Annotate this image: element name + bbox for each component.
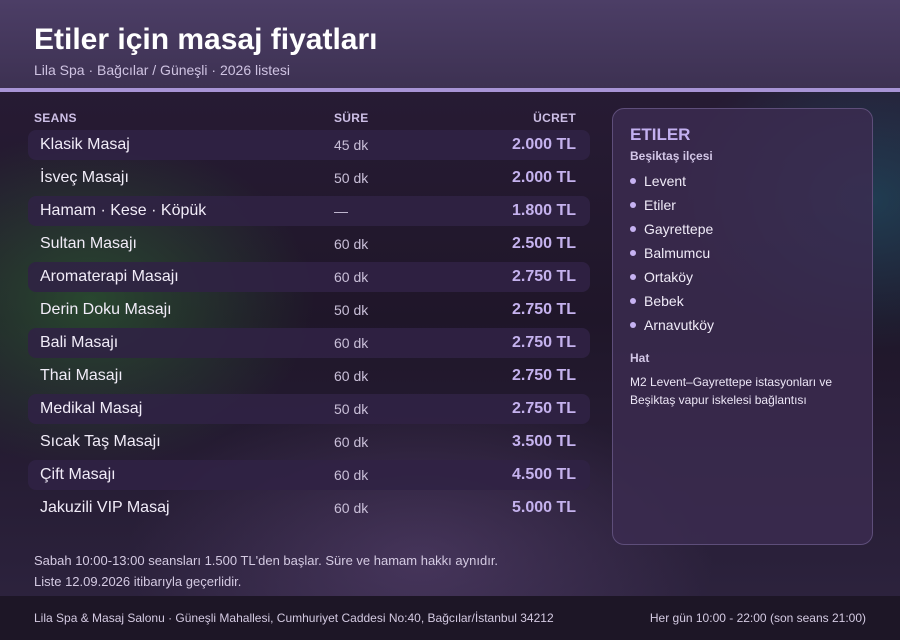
district-name: Beşiktaş ilçesi (630, 149, 713, 163)
neighborhood-item: Arnavutköy (630, 313, 855, 337)
neighborhood-label: Bebek (644, 293, 684, 309)
service-price: 2.750 TL (511, 268, 576, 285)
table-row: Çift Masajı 60 dk 4.500 TL (28, 460, 590, 490)
service-name: Çift Masajı (40, 466, 116, 483)
service-duration: 60 dk (334, 368, 369, 384)
bullet-icon (630, 202, 636, 208)
service-price: 2.750 TL (511, 367, 576, 384)
bullet-icon (630, 322, 636, 328)
service-name: Medikal Masaj (40, 400, 143, 417)
service-price: 3.500 TL (511, 433, 576, 450)
bullet-icon (630, 250, 636, 256)
service-name: Hamam · Kese · Köpük (40, 202, 207, 219)
neighborhood-label: Etiler (644, 197, 676, 213)
service-price: 4.500 TL (511, 466, 576, 483)
service-price: 2.750 TL (511, 301, 576, 318)
service-duration: 60 dk (334, 335, 369, 351)
neighborhood-label: Levent (644, 173, 687, 189)
service-price: 2.000 TL (511, 169, 576, 186)
neighborhood-item: Ortaköy (630, 265, 855, 289)
service-duration: 60 dk (334, 269, 369, 285)
service-price: 2.500 TL (511, 235, 576, 252)
table-row: Sultan Masajı 60 dk 2.500 TL (28, 229, 590, 259)
service-duration: 60 dk (334, 467, 369, 483)
service-name: Thai Masajı (40, 367, 123, 384)
service-name: Sıcak Taş Masajı (40, 433, 161, 450)
service-price: 5.000 TL (511, 499, 576, 516)
table-row: Aromaterapi Masajı 60 dk 2.750 TL (28, 262, 590, 292)
neighborhood-item: Bebek (630, 289, 855, 313)
service-name: Sultan Masajı (40, 235, 137, 252)
price-table: SEANS SÜRE ÜCRET Klasik Masaj 45 dk 2.000 … (28, 106, 590, 526)
price-notes: Sabah 10:00-13:00 seansları 1.500 TL'den… (34, 550, 594, 592)
neighborhood-item: Levent (630, 169, 855, 193)
header-divider (0, 88, 900, 92)
neighborhood-label: Arnavutköy (644, 317, 715, 333)
service-price: 1.800 TL (511, 202, 576, 219)
neighborhood-label: Gayrettepe (644, 221, 714, 237)
note-line: Liste 12.09.2026 itibarıyla geçerlidir. (34, 574, 242, 589)
service-duration: 60 dk (334, 500, 369, 516)
table-row: Sıcak Taş Masajı 60 dk 3.500 TL (28, 427, 590, 457)
neighborhood-item: Balmumcu (630, 241, 855, 265)
table-body: Klasik Masaj 45 dk 2.000 TL İsveç Masajı 50 … (28, 130, 590, 523)
transit-text: M2 Levent–Gayrettepe istasyonları ve Beş… (630, 375, 833, 407)
service-duration: — (334, 203, 348, 219)
bullet-icon (630, 226, 636, 232)
footer-address: Lila Spa & Masaj Salonu · Güneşli Mahall… (34, 611, 554, 625)
transit-label: Hat (630, 351, 650, 365)
page-title: Etiler için masaj fiyatları (34, 23, 378, 56)
district-card-title: ETILER (630, 125, 691, 144)
table-row: İsveç Masajı 50 dk 2.000 TL (28, 163, 590, 193)
page-subtitle: Lila Spa · Bağcılar / Güneşli · 2026 lis… (34, 62, 291, 78)
column-header-seans: SEANS (34, 111, 77, 125)
service-duration: 50 dk (334, 170, 369, 186)
service-name: Derin Doku Masajı (40, 301, 172, 318)
neighborhood-label: Balmumcu (644, 245, 711, 261)
neighborhood-list: Levent Etiler Gayrettepe Balmumcu Ortaköy Beb… (630, 169, 855, 337)
service-name: Aromaterapi Masajı (40, 268, 179, 285)
service-price: 2.750 TL (511, 400, 576, 417)
neighborhood-item: Etiler (630, 193, 855, 217)
service-duration: 50 dk (334, 302, 369, 318)
table-row: Klasik Masaj 45 dk 2.000 TL (28, 130, 590, 160)
service-name: İsveç Masajı (40, 169, 129, 186)
neighborhood-label: Ortaköy (644, 269, 694, 285)
service-price: 2.750 TL (511, 334, 576, 351)
bullet-icon (630, 178, 636, 184)
table-header: SEANS SÜRE ÜCRET (28, 106, 590, 130)
table-row: Derin Doku Masajı 50 dk 2.750 TL (28, 295, 590, 325)
table-row: Hamam · Kese · Köpük — 1.800 TL (28, 196, 590, 226)
table-row: Bali Masajı 60 dk 2.750 TL (28, 328, 590, 358)
service-name: Jakuzili VIP Masaj (40, 499, 170, 516)
column-header-ucret: ÜCRET (533, 111, 576, 125)
bullet-icon (630, 298, 636, 304)
service-price: 2.000 TL (511, 136, 576, 153)
footer-hours: Her gün 10:00 - 22:00 (son seans 21:00) (649, 611, 866, 625)
service-duration: 60 dk (334, 434, 369, 450)
district-card: ETILER Beşiktaş ilçesi Levent Etiler Gayre… (612, 108, 873, 545)
page-footer: Lila Spa & Masaj Salonu · Güneşli Mahall… (0, 596, 900, 640)
table-row: Medikal Masaj 50 dk 2.750 TL (28, 394, 590, 424)
service-name: Bali Masajı (40, 334, 119, 351)
bullet-icon (630, 274, 636, 280)
table-row: Thai Masajı 60 dk 2.750 TL (28, 361, 590, 391)
service-duration: 45 dk (334, 137, 369, 153)
note-line: Sabah 10:00-13:00 seansları 1.500 TL'den… (34, 553, 499, 568)
neighborhood-item: Gayrettepe (630, 217, 855, 241)
column-header-sure: SÜRE (334, 111, 369, 125)
service-name: Klasik Masaj (40, 136, 130, 153)
table-row: Jakuzili VIP Masaj 60 dk 5.000 TL (28, 493, 590, 523)
service-duration: 60 dk (334, 236, 369, 252)
page-header: Etiler için masaj fiyatları Lila Spa · B… (0, 0, 900, 88)
service-duration: 50 dk (334, 401, 369, 417)
